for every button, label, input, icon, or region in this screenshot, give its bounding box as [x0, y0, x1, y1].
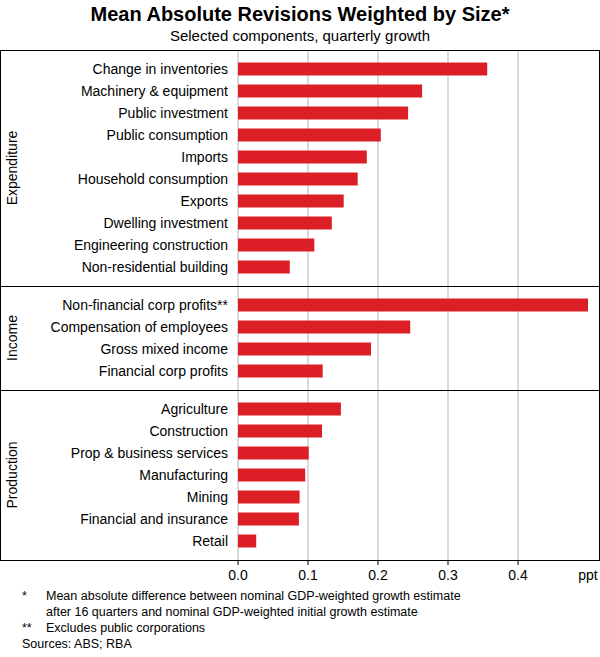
bar [238, 425, 322, 438]
group-label: Expenditure [4, 130, 20, 205]
category-label: Exports [181, 193, 228, 209]
bar [238, 343, 371, 356]
bar [238, 299, 588, 312]
tick-label: 0.3 [438, 567, 458, 583]
grid-line [518, 50, 519, 286]
chart: Mean Absolute Revisions Weighted by Size… [0, 0, 600, 657]
group-label: Income [4, 315, 20, 361]
title: Mean Absolute Revisions Weighted by Size… [91, 3, 510, 25]
bar [238, 195, 344, 208]
grid-line [518, 390, 519, 560]
bar [238, 63, 487, 76]
bar [238, 85, 422, 98]
group-label: Production [4, 442, 20, 509]
bar [238, 321, 410, 334]
category-label: Public consumption [107, 127, 228, 143]
note-text: after 16 quarters and nominal GDP-weight… [46, 605, 418, 619]
frame-line [0, 390, 600, 391]
bar [238, 403, 341, 416]
category-label: Non-financial corp profits** [62, 297, 228, 313]
category-label: Financial and insurance [80, 511, 228, 527]
bar [238, 365, 323, 378]
category-label: Public investment [118, 105, 228, 121]
category-label: Change in inventories [93, 61, 228, 77]
bar [238, 447, 309, 460]
tick-label: 0.0 [228, 567, 248, 583]
frame [1, 51, 600, 561]
note-text: Excludes public corporations [46, 621, 205, 635]
bar [238, 239, 314, 252]
bar [238, 217, 332, 230]
note-text: Mean absolute difference between nominal… [46, 589, 461, 603]
category-label: Household consumption [78, 171, 228, 187]
category-label: Non-residential building [82, 259, 228, 275]
bars [238, 299, 588, 378]
bar [238, 107, 408, 120]
bars [238, 403, 341, 548]
category-label: Financial corp profits [99, 363, 228, 379]
bar [238, 173, 358, 186]
category-label: Machinery & equipment [81, 83, 228, 99]
category-label: Compensation of employees [51, 319, 228, 335]
bar [238, 469, 305, 482]
tick-label: 0.1 [298, 567, 318, 583]
note-marker: ** [22, 621, 32, 635]
category-label: Mining [187, 489, 228, 505]
category-label: Manufacturing [139, 467, 228, 483]
note-marker: * [22, 589, 27, 603]
bar [238, 491, 300, 504]
bar [238, 513, 299, 526]
tick-label: 0.4 [508, 567, 528, 583]
bar [238, 129, 381, 142]
bars [238, 63, 487, 274]
axis-unit: ppt [578, 567, 598, 583]
panel: Non-financial corp profits** Compensation… [0, 286, 600, 390]
category-label: Imports [181, 149, 228, 165]
subtitle: Selected components, quarterly growth [170, 27, 430, 44]
sources: Sources: ABS; RBA [22, 637, 132, 651]
category-label: Agriculture [161, 401, 228, 417]
panel: Agriculture Construction Prop & business s… [0, 390, 600, 583]
tick-label: 0.2 [368, 567, 388, 583]
category-label: Dwelling investment [104, 215, 229, 231]
frame-line [0, 286, 600, 287]
grid-line [448, 390, 449, 560]
category-label: Retail [192, 533, 228, 549]
panel: Change in inventories Machinery & equipme… [0, 50, 600, 286]
category-label: Gross mixed income [100, 341, 228, 357]
grid-line [448, 50, 449, 286]
bar [238, 535, 256, 548]
category-label: Construction [149, 423, 228, 439]
category-label: Prop & business services [71, 445, 228, 461]
category-label: Engineering construction [74, 237, 228, 253]
grid-line [378, 390, 379, 560]
bar [238, 151, 367, 164]
bar [238, 261, 290, 274]
